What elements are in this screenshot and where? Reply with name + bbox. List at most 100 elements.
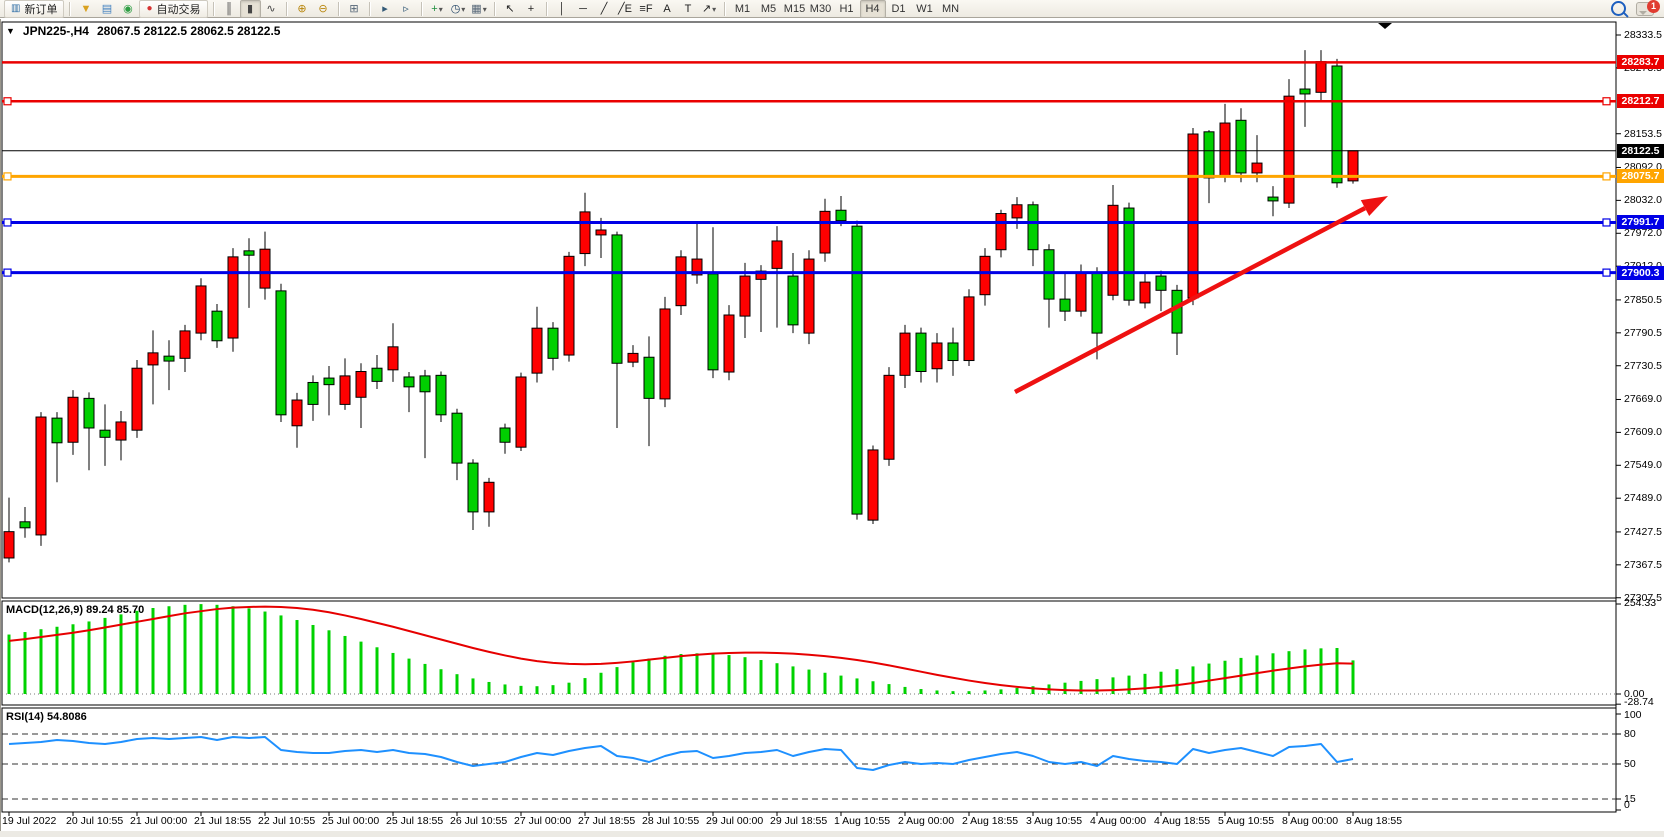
symbol-dropdown-icon[interactable]: ▼ [6, 26, 15, 36]
periods-icon[interactable]: ◷▾ [450, 2, 466, 15]
timeframe-mn-button[interactable]: MN [941, 2, 960, 15]
macd-histogram-bar [1175, 669, 1179, 694]
macd-histogram-bar [903, 686, 907, 694]
candle [1139, 281, 1151, 304]
candle [1283, 95, 1295, 204]
window-bottom-strip [0, 831, 1664, 837]
candle [963, 296, 975, 362]
line-handle[interactable] [3, 97, 12, 106]
auto-trading-label: 自动交易 [156, 3, 201, 16]
trendline-tool-icon[interactable]: ╱ [600, 2, 608, 15]
macd-histogram-bar [327, 630, 331, 694]
macd-histogram-bar [1111, 677, 1115, 694]
candle [19, 521, 31, 529]
horizontal-line-tool-icon[interactable]: ─ [579, 2, 587, 15]
timeframe-d1-button[interactable]: D1 [891, 2, 906, 15]
macd-histogram-bar [535, 686, 539, 694]
candle [899, 332, 911, 376]
candlestick-mode-icon[interactable]: ▮ [239, 0, 261, 18]
timeframe-h4-button[interactable]: H4 [859, 0, 886, 18]
candle [723, 314, 735, 373]
templates-icon[interactable]: ▦▾ [471, 2, 487, 15]
arrows-tool-icon[interactable]: ↗▾ [701, 2, 717, 15]
cursor-icon[interactable]: ↖ [505, 2, 515, 15]
new-order-label: 新订单 [24, 3, 58, 16]
vertical-line-tool-icon[interactable]: │ [558, 2, 566, 15]
candle [803, 258, 815, 334]
zoom-in-icon[interactable]: ⊕ [297, 2, 307, 15]
toolbar: ▥ 新订单 ▼ ▤ ◉ ● 自动交易 ║ ▮ ∿ ⊕ ⊖ ⊞ ▸ ▹ +▾ ◷▾ ▦▾ ↖ + │ ─ ╱ ╱E ≡F A T ↗▾ M… [0, 0, 1664, 18]
tile-windows-icon[interactable]: ⊞ [349, 2, 359, 15]
timeframe-m30-button[interactable]: M30 [809, 2, 832, 15]
line-handle[interactable] [3, 218, 12, 227]
auto-trading-button[interactable]: ● 自动交易 [139, 0, 208, 18]
macd-histogram-bar [1143, 673, 1147, 694]
timeframe-m15-button[interactable]: M15 [783, 2, 806, 15]
label-tool-icon[interactable]: T [684, 2, 692, 15]
candle [307, 381, 319, 405]
market-watch-icon[interactable]: ▼ [80, 2, 92, 15]
text-tool-icon[interactable]: A [663, 2, 671, 15]
timeframe-w1-button[interactable]: W1 [916, 2, 933, 15]
signal-service-icon[interactable]: ◉ [123, 2, 133, 15]
macd-histogram-bar [759, 660, 763, 694]
candle [979, 255, 991, 296]
candle [83, 397, 95, 429]
macd-histogram-bar [343, 635, 347, 694]
toolbar-separator [69, 1, 72, 16]
candle [499, 427, 511, 443]
line-chart-mode-icon[interactable]: ∿ [266, 2, 276, 15]
data-window-icon[interactable]: ▤ [101, 2, 113, 15]
fibonacci-tool-icon[interactable]: ≡F [639, 2, 653, 15]
candle [387, 346, 399, 371]
line-handle[interactable] [3, 172, 12, 181]
macd-histogram-bar [1287, 651, 1291, 694]
chart-shift-marker-icon[interactable] [1378, 23, 1392, 29]
candle [691, 258, 703, 276]
bar-chart-mode-icon[interactable]: ║ [225, 2, 233, 15]
line-handle[interactable] [1602, 218, 1611, 227]
trend-arrow-head[interactable] [1360, 196, 1388, 217]
indicators-icon[interactable]: +▾ [431, 2, 443, 15]
dropdown-caret-icon: ▾ [712, 4, 717, 14]
new-order-icon: ▥ [11, 3, 21, 14]
candle [1219, 122, 1231, 178]
new-order-button[interactable]: ▥ 新订单 [4, 0, 65, 18]
macd-histogram-bar [967, 691, 971, 694]
line-handle[interactable] [3, 268, 12, 277]
candle [371, 367, 383, 382]
candle [1203, 131, 1215, 179]
macd-histogram-bar [1255, 655, 1259, 694]
macd-histogram-bar [151, 608, 155, 694]
zoom-out-icon[interactable]: ⊖ [318, 2, 328, 15]
candle [867, 449, 879, 521]
macd-histogram-bar [583, 678, 587, 694]
candle [147, 352, 159, 366]
candle [403, 376, 415, 388]
macd-histogram-bar [1127, 675, 1131, 694]
search-icon[interactable] [1611, 1, 1626, 16]
auto-scroll-icon[interactable]: ▸ [382, 2, 388, 15]
rsi-panel-frame[interactable] [1, 707, 1617, 813]
macd-histogram-bar [919, 689, 923, 694]
timeframe-h1-button[interactable]: H1 [839, 2, 854, 15]
line-handle[interactable] [1602, 97, 1611, 106]
line-handle[interactable] [1602, 268, 1611, 277]
line-handle[interactable] [1602, 172, 1611, 181]
candle [51, 417, 63, 444]
candle [915, 332, 927, 372]
timeframe-m5-button[interactable]: M5 [760, 2, 777, 15]
crosshair-icon[interactable]: + [527, 2, 535, 15]
toolbar-separator [723, 1, 726, 16]
candle [1107, 204, 1119, 296]
timeframe-m1-button[interactable]: M1 [734, 2, 751, 15]
macd-histogram-bar [215, 604, 219, 694]
trend-arrow-line[interactable] [1013, 206, 1367, 394]
candle [1075, 272, 1087, 312]
channel-tool-icon[interactable]: ╱E [618, 2, 632, 15]
notification-icon[interactable]: 1 [1636, 0, 1660, 16]
chart-shift-icon[interactable]: ▹ [403, 2, 409, 15]
candle [419, 375, 431, 393]
macd-histogram-bar [823, 672, 827, 694]
